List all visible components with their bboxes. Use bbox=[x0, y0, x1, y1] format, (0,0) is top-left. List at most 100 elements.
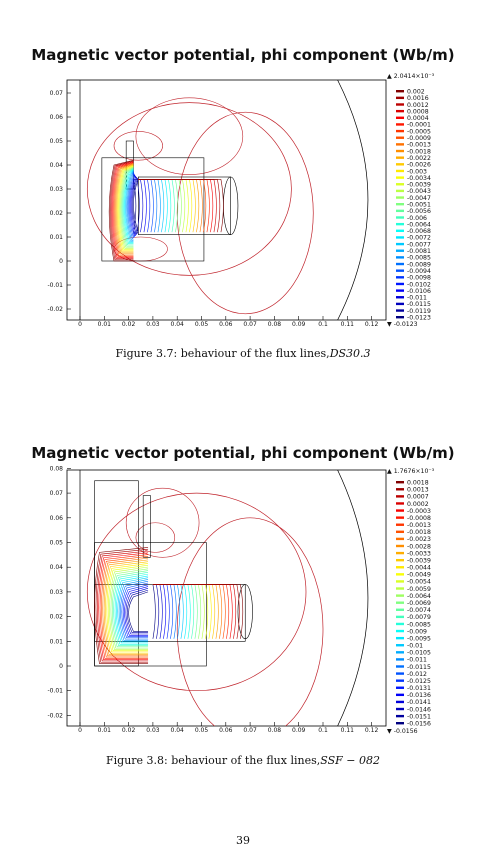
colorbar-level-label: 0.0016 bbox=[407, 95, 429, 102]
colorbar-level-label: -0.0023 bbox=[407, 536, 431, 543]
colorbar-level-label: -0.0085 bbox=[407, 621, 431, 628]
x-tick-label: 0.03 bbox=[146, 727, 160, 734]
colorbar-swatch bbox=[396, 594, 404, 597]
colorbar-swatch bbox=[396, 658, 404, 661]
y-tick-label: 0.02 bbox=[50, 210, 64, 217]
plot-title: Magnetic vector potential, phi component… bbox=[31, 444, 455, 462]
colorbar-level-label: -0.01 bbox=[407, 643, 423, 650]
x-tick-label: 0.12 bbox=[365, 321, 379, 328]
colorbar-level-label: -0.0039 bbox=[407, 182, 431, 189]
plot-area bbox=[79, 80, 369, 320]
colorbar-level-label: -0.0131 bbox=[407, 685, 431, 692]
y-tick-label: 0.01 bbox=[50, 234, 64, 241]
y-tick-label: 0.04 bbox=[50, 162, 64, 169]
x-tick-label: 0.07 bbox=[243, 727, 257, 734]
y-tick-label: 0.01 bbox=[50, 638, 64, 645]
colorbar-swatch bbox=[396, 488, 404, 491]
flux-line bbox=[108, 159, 224, 262]
plot-title: Magnetic vector potential, phi component… bbox=[31, 46, 455, 64]
colorbar-level-label: -0.0005 bbox=[407, 128, 431, 135]
colorbar-level-label: -0.0033 bbox=[407, 550, 431, 557]
colorbar-swatch bbox=[396, 236, 404, 239]
colorbar-level-label: -0.0105 bbox=[407, 650, 431, 657]
colorbar-swatch bbox=[396, 256, 404, 259]
colorbar-level-label: -0.0039 bbox=[407, 557, 431, 564]
y-tick-label: 0.03 bbox=[50, 589, 64, 596]
colorbar-swatch bbox=[396, 509, 404, 512]
outer-contour bbox=[86, 492, 307, 692]
x-tick-label: 0 bbox=[78, 727, 82, 734]
colorbar-level-label: -0.0079 bbox=[407, 614, 431, 621]
colorbar-level-label: -0.0072 bbox=[407, 235, 431, 242]
colorbar-swatch bbox=[396, 502, 404, 505]
outer-contour bbox=[135, 522, 176, 553]
x-tick-label: 0.11 bbox=[341, 321, 355, 328]
colorbar-swatch bbox=[396, 615, 404, 619]
colorbar-level-label: -0.0018 bbox=[407, 529, 431, 536]
plunger-outline bbox=[138, 176, 231, 235]
x-tick-label: 0.1 bbox=[318, 321, 328, 328]
outer-contour bbox=[176, 111, 314, 315]
page-number: 39 bbox=[236, 834, 250, 847]
figure-3-7: Magnetic vector potential, phi component… bbox=[0, 0, 486, 380]
colorbar-level-label: -0.009 bbox=[407, 628, 427, 635]
colorbar-level-label: -0.0123 bbox=[407, 315, 431, 322]
colorbar-max-label: ▲ 2.0414×10⁻³ bbox=[387, 73, 435, 80]
colorbar-swatch bbox=[396, 123, 404, 126]
colorbar-level-label: 0.0013 bbox=[407, 487, 429, 494]
colorbar-swatch bbox=[396, 143, 404, 146]
colorbar-swatch bbox=[396, 481, 404, 484]
colorbar-swatch bbox=[396, 269, 404, 272]
x-tick-label: 0 bbox=[78, 321, 82, 328]
plunger-end bbox=[237, 584, 253, 640]
figure-caption: Figure 3.7: behaviour of the flux lines,… bbox=[0, 347, 486, 360]
colorbar-swatch bbox=[396, 282, 404, 286]
colorbar-level-label: -0.0151 bbox=[407, 713, 431, 720]
x-tick-label: 0.04 bbox=[171, 727, 185, 734]
x-tick-label: 0.06 bbox=[219, 321, 233, 328]
y-tick-label: 0 bbox=[59, 258, 63, 265]
caption-math: SSF − 082 bbox=[320, 754, 380, 767]
colorbar-swatch bbox=[396, 242, 404, 246]
colorbar-level-label: -0.0059 bbox=[407, 586, 431, 593]
colorbar-swatch bbox=[396, 249, 404, 252]
outer-contour bbox=[86, 102, 292, 276]
x-tick-label: 0.08 bbox=[268, 321, 282, 328]
colorbar-swatch bbox=[396, 176, 404, 179]
flux-line bbox=[128, 584, 156, 639]
figure-3-8: Magnetic vector potential, phi component… bbox=[31, 444, 455, 767]
colorbar-level-label: -0.0119 bbox=[407, 308, 431, 315]
caption-text: Figure 3.8: behaviour of the flux lines, bbox=[106, 754, 321, 767]
plot-area bbox=[79, 470, 369, 726]
colorbar-level-label: -0.0094 bbox=[407, 268, 431, 275]
colorbar-level-label: -0.0047 bbox=[407, 195, 431, 202]
colorbar-level-label: -0.006 bbox=[407, 215, 427, 222]
colorbar-level-label: -0.0008 bbox=[407, 515, 431, 522]
x-tick-label: 0.08 bbox=[268, 727, 282, 734]
colorbar-swatch bbox=[396, 96, 404, 100]
colorbar-level-label: -0.003 bbox=[407, 168, 427, 175]
colorbar-level-label: -0.0003 bbox=[407, 508, 431, 515]
y-tick-label: 0.08 bbox=[50, 465, 64, 472]
x-tick-label: 0.02 bbox=[122, 727, 136, 734]
colorbar-level-label: 0.0008 bbox=[407, 108, 429, 115]
outer-contour bbox=[113, 131, 163, 161]
y-tick-label: 0.07 bbox=[50, 90, 64, 97]
colorbar-level-label: -0.0156 bbox=[407, 721, 431, 728]
colorbar-level-label: 0.0018 bbox=[407, 480, 429, 487]
colorbar-swatch bbox=[396, 183, 404, 186]
colorbar-level-label: -0.0089 bbox=[407, 261, 431, 268]
x-tick-label: 0.05 bbox=[195, 727, 209, 734]
colorbar-level-label: 0.0004 bbox=[407, 115, 429, 122]
colorbar-level-label: -0.0085 bbox=[407, 255, 431, 262]
colorbar-level-label: -0.011 bbox=[407, 295, 427, 302]
x-tick-label: 0.01 bbox=[98, 727, 112, 734]
x-tick-label: 0.06 bbox=[219, 727, 233, 734]
colorbar-swatch bbox=[396, 163, 404, 166]
plot-frame bbox=[66, 469, 387, 727]
y-tick-label: 0.06 bbox=[50, 515, 64, 522]
contour-plot: 0.080.070.060.050.040.030.020.010-0.01-0… bbox=[47, 465, 434, 735]
colorbar-swatch bbox=[396, 672, 404, 675]
colorbar-level-label: -0.0115 bbox=[407, 301, 431, 308]
colorbar-level-label: -0.0054 bbox=[407, 579, 431, 586]
